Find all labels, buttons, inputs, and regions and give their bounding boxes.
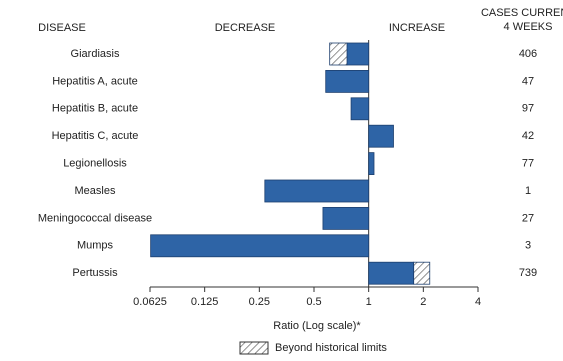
bar (350, 97, 370, 121)
category-label: Pertussis (72, 267, 118, 279)
cases-value: 47 (522, 75, 534, 87)
bar (346, 42, 370, 66)
legend-label: Beyond historical limits (275, 342, 387, 354)
header-increase: INCREASE (389, 22, 445, 34)
bar (368, 261, 415, 285)
category-label: Hepatitis C, acute (52, 130, 139, 142)
cases-value: 739 (519, 267, 537, 279)
x-tick-label: 4 (475, 296, 481, 308)
cases-value: 27 (522, 212, 534, 224)
cases-value: 42 (522, 130, 534, 142)
category-label: Measles (75, 185, 116, 197)
x-axis-label: Ratio (Log scale)* (273, 320, 361, 332)
bar (264, 179, 370, 203)
cases-value: 97 (522, 103, 534, 115)
bar (368, 152, 375, 176)
cases-value: 3 (525, 240, 531, 252)
x-tick-label: 0.0625 (133, 296, 167, 308)
cases-value: 406 (519, 48, 537, 60)
bar (368, 124, 394, 148)
bar-beyond-limits (329, 42, 348, 66)
header-decrease: DECREASE (215, 22, 276, 34)
x-tick-label: 1 (366, 296, 372, 308)
bar-beyond-limits (413, 261, 431, 285)
category-label: Legionellosis (63, 158, 127, 170)
bar (325, 70, 370, 93)
x-tick-label: 2 (420, 296, 426, 308)
x-tick-label: 0.5 (306, 296, 321, 308)
category-label: Meningococcal disease (38, 212, 152, 224)
x-tick-label: 0.125 (191, 296, 219, 308)
header-cases: 4 WEEKS (504, 21, 553, 33)
header-disease: DISEASE (38, 22, 86, 34)
category-label: Hepatitis A, acute (52, 75, 138, 87)
category-label: Giardiasis (71, 48, 120, 60)
category-label: Mumps (77, 240, 114, 252)
header-cases: CASES CURRENT (481, 7, 563, 19)
bar (150, 234, 370, 258)
bar (322, 206, 370, 230)
cases-value: 77 (522, 158, 534, 170)
legend-swatch (239, 341, 269, 355)
cases-value: 1 (525, 185, 531, 197)
category-label: Hepatitis B, acute (52, 103, 138, 115)
x-tick-label: 0.25 (249, 296, 270, 308)
